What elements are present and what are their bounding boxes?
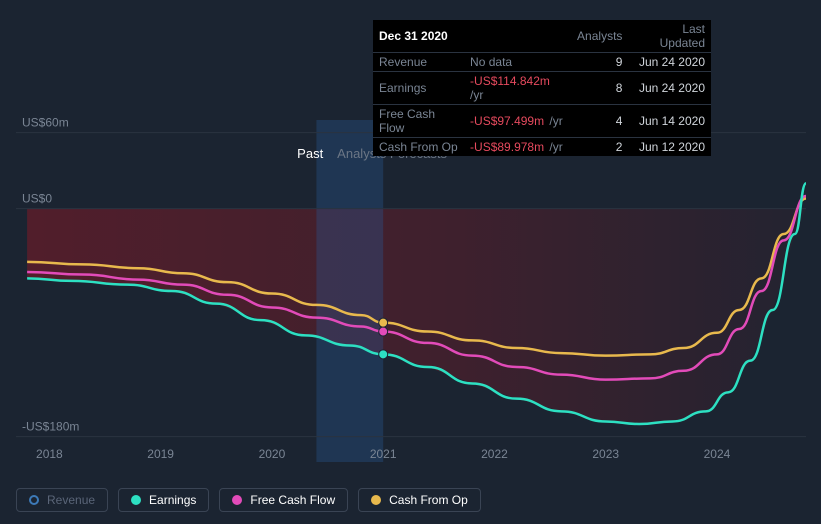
tooltip-row-value: -US$89.978m /yr <box>464 138 571 157</box>
tooltip-row-updated: Jun 12 2020 <box>628 138 711 157</box>
tooltip-row-updated: Jun 14 2020 <box>628 105 711 138</box>
negative-region <box>27 209 806 424</box>
tooltip-row-value: -US$114.842m /yr <box>464 72 571 105</box>
chart-container: US$60m US$0 -US$180m 2018 2019 2020 2021 2022 20… <box>0 0 821 524</box>
tooltip-row-analysts: 9 <box>571 53 628 72</box>
tooltip-row-value: -US$97.499m /yr <box>464 105 571 138</box>
x-axis-label: 2018 <box>36 447 63 461</box>
legend: Revenue Earnings Free Cash Flow Cash From O… <box>16 488 481 512</box>
marker-cash-from-op <box>379 318 388 327</box>
x-axis-label: 2022 <box>481 447 508 461</box>
tooltip-row-label: Free Cash Flow <box>373 105 464 138</box>
legend-label: Cash From Op <box>389 493 468 507</box>
x-axis-label: 2020 <box>259 447 286 461</box>
y-axis-label: -US$180m <box>22 420 79 434</box>
marker-free-cash-flow <box>379 327 388 336</box>
x-axis-label: 2019 <box>147 447 174 461</box>
tooltip-date: Dec 31 2020 <box>373 20 464 53</box>
tooltip-row-analysts: 8 <box>571 72 628 105</box>
tooltip-panel: Dec 31 2020 Analysts Last Updated Revenu… <box>373 20 711 156</box>
legend-chip-earnings[interactable]: Earnings <box>118 488 209 512</box>
section-label-past: Past <box>297 146 323 161</box>
tooltip-row-value: No data <box>464 53 571 72</box>
legend-swatch <box>131 495 141 505</box>
legend-label: Revenue <box>47 493 95 507</box>
tooltip-col-analysts: Analysts <box>571 20 628 53</box>
tooltip-row: Earnings-US$114.842m /yr8Jun 24 2020 <box>373 72 711 105</box>
legend-chip-revenue[interactable]: Revenue <box>16 488 108 512</box>
tooltip-row: RevenueNo data9Jun 24 2020 <box>373 53 711 72</box>
legend-swatch <box>371 495 381 505</box>
tooltip-row-label: Cash From Op <box>373 138 464 157</box>
legend-swatch <box>232 495 242 505</box>
selection-band <box>316 120 383 462</box>
x-axis-label: 2024 <box>704 447 731 461</box>
legend-label: Earnings <box>149 493 196 507</box>
legend-chip-cash-from-op[interactable]: Cash From Op <box>358 488 481 512</box>
x-axis-label: 2021 <box>370 447 397 461</box>
tooltip-row-updated: Jun 24 2020 <box>628 53 711 72</box>
tooltip-col-updated: Last Updated <box>628 20 711 53</box>
legend-swatch <box>29 495 39 505</box>
tooltip-row-label: Earnings <box>373 72 464 105</box>
tooltip-row-label: Revenue <box>373 53 464 72</box>
tooltip-row-analysts: 2 <box>571 138 628 157</box>
tooltip-row: Free Cash Flow-US$97.499m /yr4Jun 14 202… <box>373 105 711 138</box>
x-axis-label: 2023 <box>592 447 619 461</box>
legend-label: Free Cash Flow <box>250 493 335 507</box>
y-axis-label: US$0 <box>22 192 52 206</box>
legend-chip-free-cash-flow[interactable]: Free Cash Flow <box>219 488 348 512</box>
tooltip-row-updated: Jun 24 2020 <box>628 72 711 105</box>
tooltip-row-analysts: 4 <box>571 105 628 138</box>
tooltip-row: Cash From Op-US$89.978m /yr2Jun 12 2020 <box>373 138 711 157</box>
marker-earnings <box>379 350 388 359</box>
y-axis-label: US$60m <box>22 116 69 130</box>
